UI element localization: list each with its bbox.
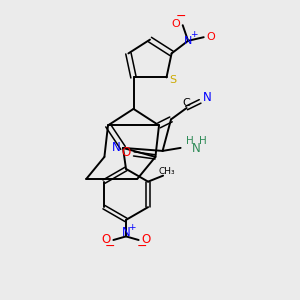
Text: N: N xyxy=(203,91,212,104)
Text: −: − xyxy=(137,240,148,253)
Text: O: O xyxy=(122,146,131,159)
Text: N: N xyxy=(192,142,201,155)
Text: +: + xyxy=(190,30,197,39)
Text: +: + xyxy=(128,223,135,232)
Text: S: S xyxy=(169,75,177,85)
Text: N: N xyxy=(184,36,192,46)
Text: O: O xyxy=(206,32,215,42)
Text: N: N xyxy=(122,226,130,239)
Text: O: O xyxy=(101,233,110,246)
Text: H: H xyxy=(186,136,194,146)
Text: O: O xyxy=(172,19,181,29)
Text: N: N xyxy=(112,141,121,154)
Text: C: C xyxy=(182,98,190,108)
Text: −: − xyxy=(176,10,187,23)
Text: O: O xyxy=(142,233,151,246)
Text: H: H xyxy=(199,136,206,146)
Text: −: − xyxy=(105,240,116,253)
Text: CH₃: CH₃ xyxy=(159,167,175,176)
